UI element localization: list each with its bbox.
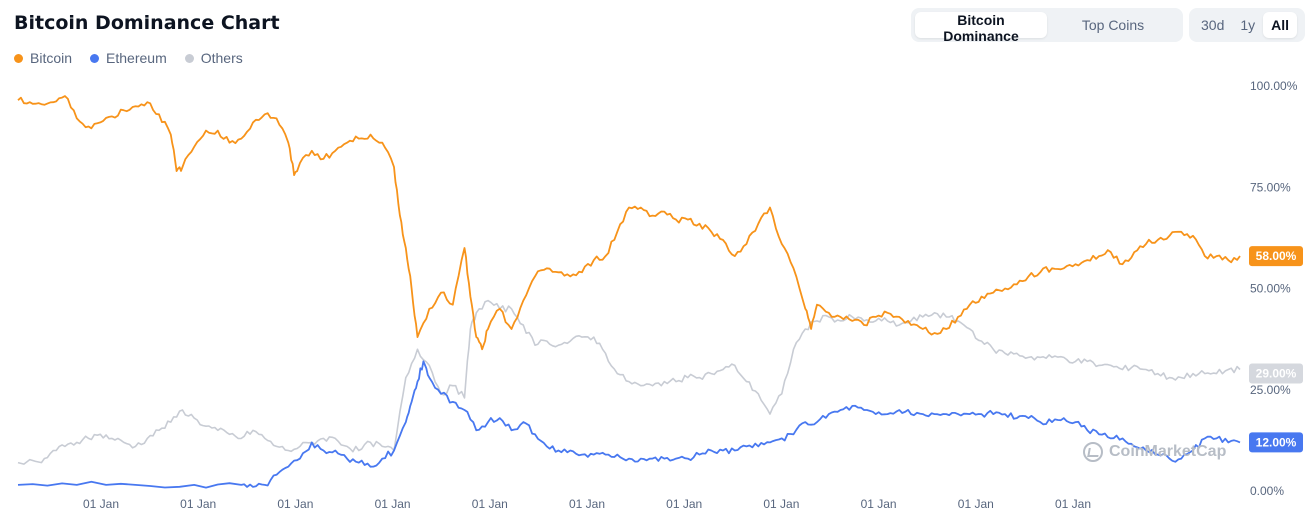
legend-dot-others (184, 53, 194, 63)
current-value-badge-ethereum: 12.00% (1249, 432, 1303, 453)
badge-label: 29.00% (1256, 367, 1297, 381)
y-tick-label: 100.00% (1250, 79, 1298, 93)
legend-item-bitcoin[interactable]: Bitcoin (14, 50, 72, 66)
x-tick-label: 01 Jan (666, 497, 702, 511)
x-tick-label: 01 Jan (763, 497, 799, 511)
y-tick-label: 75.00% (1250, 180, 1291, 194)
coinmarketcap-logo-icon (1083, 442, 1103, 462)
badge-background (1249, 363, 1303, 384)
x-tick-label: 01 Jan (375, 497, 411, 511)
range-30d-button[interactable]: 30d (1193, 12, 1232, 38)
legend-item-others[interactable]: Others (184, 50, 243, 66)
badge-label: 58.00% (1256, 249, 1297, 263)
watermark: CoinMarketCap (1083, 442, 1226, 462)
legend-label-ethereum: Ethereum (106, 50, 167, 66)
legend-label-bitcoin: Bitcoin (30, 50, 73, 66)
series-line-ethereum[interactable] (17, 360, 1241, 489)
y-tick-label: 0.00% (1250, 484, 1284, 498)
y-tick-label: 50.00% (1250, 282, 1291, 296)
x-tick-label: 01 Jan (277, 497, 313, 511)
y-tick-label: 25.00% (1250, 383, 1291, 397)
range-1y-button[interactable]: 1y (1232, 12, 1263, 38)
series-line-bitcoin[interactable] (17, 95, 1241, 351)
range-all-button[interactable]: All (1263, 12, 1298, 38)
x-tick-label: 01 Jan (1055, 497, 1091, 511)
x-tick-label: 01 Jan (472, 497, 508, 511)
watermark-text: CoinMarketCap (1109, 443, 1227, 460)
current-value-badge-bitcoin: 58.00% (1249, 246, 1303, 267)
chart-title: Bitcoin Dominance Chart (14, 12, 280, 34)
legend-item-ethereum[interactable]: Ethereum (90, 50, 167, 66)
badge-background (1249, 432, 1303, 453)
legend-dot-ethereum (90, 53, 100, 63)
x-tick-label: 01 Jan (83, 497, 119, 511)
series-line-others[interactable] (17, 299, 1241, 465)
tab-bitcoin-dominance[interactable]: Bitcoin Dominance (915, 12, 1047, 44)
x-tick-label: 01 Jan (958, 497, 994, 511)
x-tick-label: 01 Jan (861, 497, 897, 511)
legend-dot-bitcoin (14, 53, 23, 63)
x-tick-label: 01 Jan (569, 497, 605, 511)
range-toggle: 30d 1y All (1189, 8, 1305, 42)
legend: Bitcoin Ethereum Others (14, 50, 243, 66)
x-tick-label: 01 Jan (180, 497, 216, 511)
tab-top-coins[interactable]: Top Coins (1047, 12, 1179, 38)
view-toggle: Bitcoin Dominance Top Coins (911, 8, 1183, 44)
current-value-badge-others: 29.00% (1249, 363, 1303, 384)
badge-background (1249, 246, 1303, 267)
badge-label: 12.00% (1256, 435, 1297, 449)
legend-label-others: Others (200, 50, 243, 66)
